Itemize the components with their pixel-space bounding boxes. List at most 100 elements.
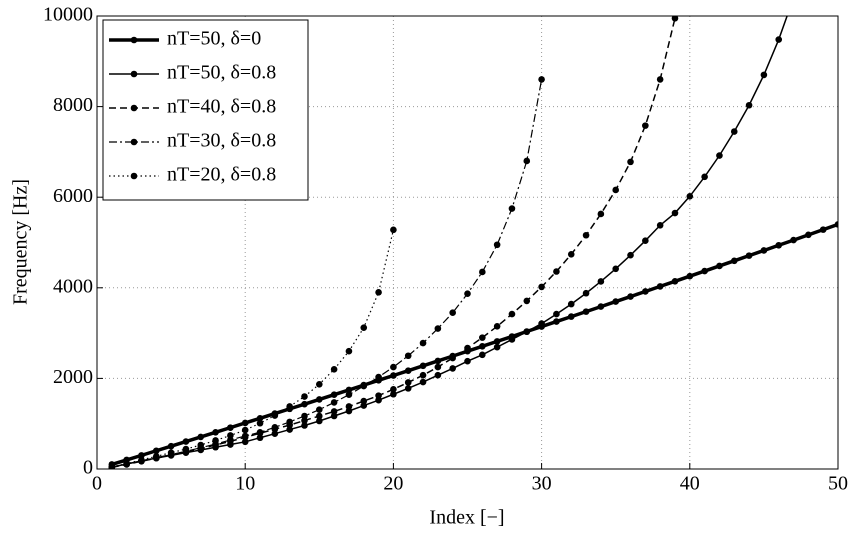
- data-point: [553, 310, 560, 318]
- data-point: [493, 338, 501, 345]
- data-point: [701, 173, 708, 181]
- data-point: [256, 415, 264, 422]
- data-point: [404, 367, 412, 374]
- data-point: [627, 251, 634, 259]
- data-point: [241, 432, 249, 440]
- x-tick-label: 10: [235, 473, 255, 495]
- data-point: [686, 192, 694, 200]
- data-point: [701, 267, 708, 275]
- x-tick-label: 30: [532, 473, 552, 495]
- data-point: [286, 403, 293, 410]
- data-point: [167, 442, 175, 450]
- data-point: [167, 449, 175, 456]
- data-point: [716, 262, 723, 270]
- data-point: [227, 424, 234, 431]
- data-point: [493, 343, 501, 351]
- data-point: [390, 372, 397, 379]
- data-point: [449, 365, 456, 372]
- x-axis-label: Index [−]: [429, 507, 504, 529]
- data-point: [404, 379, 412, 386]
- data-point: [805, 231, 812, 239]
- data-point: [479, 351, 486, 359]
- data-point: [464, 344, 471, 352]
- data-point: [256, 419, 264, 427]
- data-point: [775, 241, 783, 249]
- data-point: [271, 412, 279, 419]
- data-point: [479, 334, 486, 341]
- data-point: [330, 366, 338, 373]
- data-point: [271, 424, 279, 431]
- data-point: [434, 371, 442, 379]
- y-tick-label: 2000: [53, 366, 93, 388]
- data-point: [627, 293, 634, 300]
- x-tick-label: 20: [383, 473, 403, 495]
- data-point: [123, 460, 130, 467]
- data-point: [716, 152, 723, 159]
- data-point: [256, 434, 264, 442]
- data-point: [656, 76, 664, 83]
- data-point: [449, 354, 456, 362]
- data-point: [212, 429, 219, 436]
- data-point: [582, 308, 590, 315]
- data-point: [301, 417, 308, 424]
- legend-marker: [130, 36, 138, 44]
- data-point: [375, 392, 382, 399]
- data-point: [360, 397, 368, 405]
- data-point: [182, 445, 190, 453]
- data-point: [567, 250, 575, 258]
- data-point: [597, 210, 605, 218]
- data-point: [360, 402, 368, 409]
- x-tick-label: 40: [680, 473, 700, 495]
- data-point: [345, 407, 353, 415]
- data-point: [656, 283, 664, 290]
- legend-marker: [130, 172, 138, 180]
- data-point: [627, 158, 634, 166]
- data-point: [553, 318, 560, 325]
- data-point: [508, 336, 516, 343]
- data-point: [434, 357, 442, 365]
- data-point: [182, 438, 190, 445]
- data-point: [730, 128, 738, 135]
- data-point: [419, 371, 427, 379]
- data-point: [152, 453, 160, 460]
- data-point: [523, 328, 531, 336]
- data-point: [256, 429, 264, 436]
- plot-frame: [96, 15, 839, 470]
- data-point: [493, 323, 501, 330]
- data-point: [642, 237, 649, 244]
- y-tick-label: 10000: [43, 4, 93, 26]
- data-point: [419, 378, 427, 386]
- data-point: [671, 278, 679, 285]
- data-point: [227, 436, 234, 444]
- data-point: [286, 426, 293, 433]
- data-point: [241, 438, 249, 446]
- data-point: [375, 396, 382, 404]
- data-point: [138, 456, 145, 464]
- data-point: [301, 412, 308, 420]
- data-point: [508, 310, 516, 318]
- data-point: [241, 426, 249, 434]
- data-point: [819, 226, 827, 233]
- data-point: [375, 373, 382, 381]
- data-point: [686, 272, 694, 280]
- data-point: [390, 390, 397, 398]
- data-point: [241, 419, 249, 427]
- data-point: [360, 382, 368, 390]
- legend-marker: [130, 70, 138, 78]
- legend-box: [102, 19, 309, 201]
- y-tick-label: 8000: [53, 94, 93, 116]
- y-axis-label: Frequency [Hz]: [10, 179, 32, 305]
- data-point: [360, 324, 368, 331]
- legend-label: nT=50, δ=0.8: [167, 62, 276, 84]
- data-point: [745, 101, 753, 109]
- data-point: [671, 209, 679, 217]
- data-point: [553, 268, 560, 275]
- data-point: [197, 441, 205, 449]
- legend-label: nT=40, δ=0.8: [167, 96, 276, 118]
- data-point: [612, 186, 619, 194]
- data-point: [316, 380, 323, 388]
- data-point: [301, 400, 308, 408]
- data-point: [419, 339, 427, 347]
- data-point: [538, 283, 545, 291]
- data-point: [671, 16, 679, 22]
